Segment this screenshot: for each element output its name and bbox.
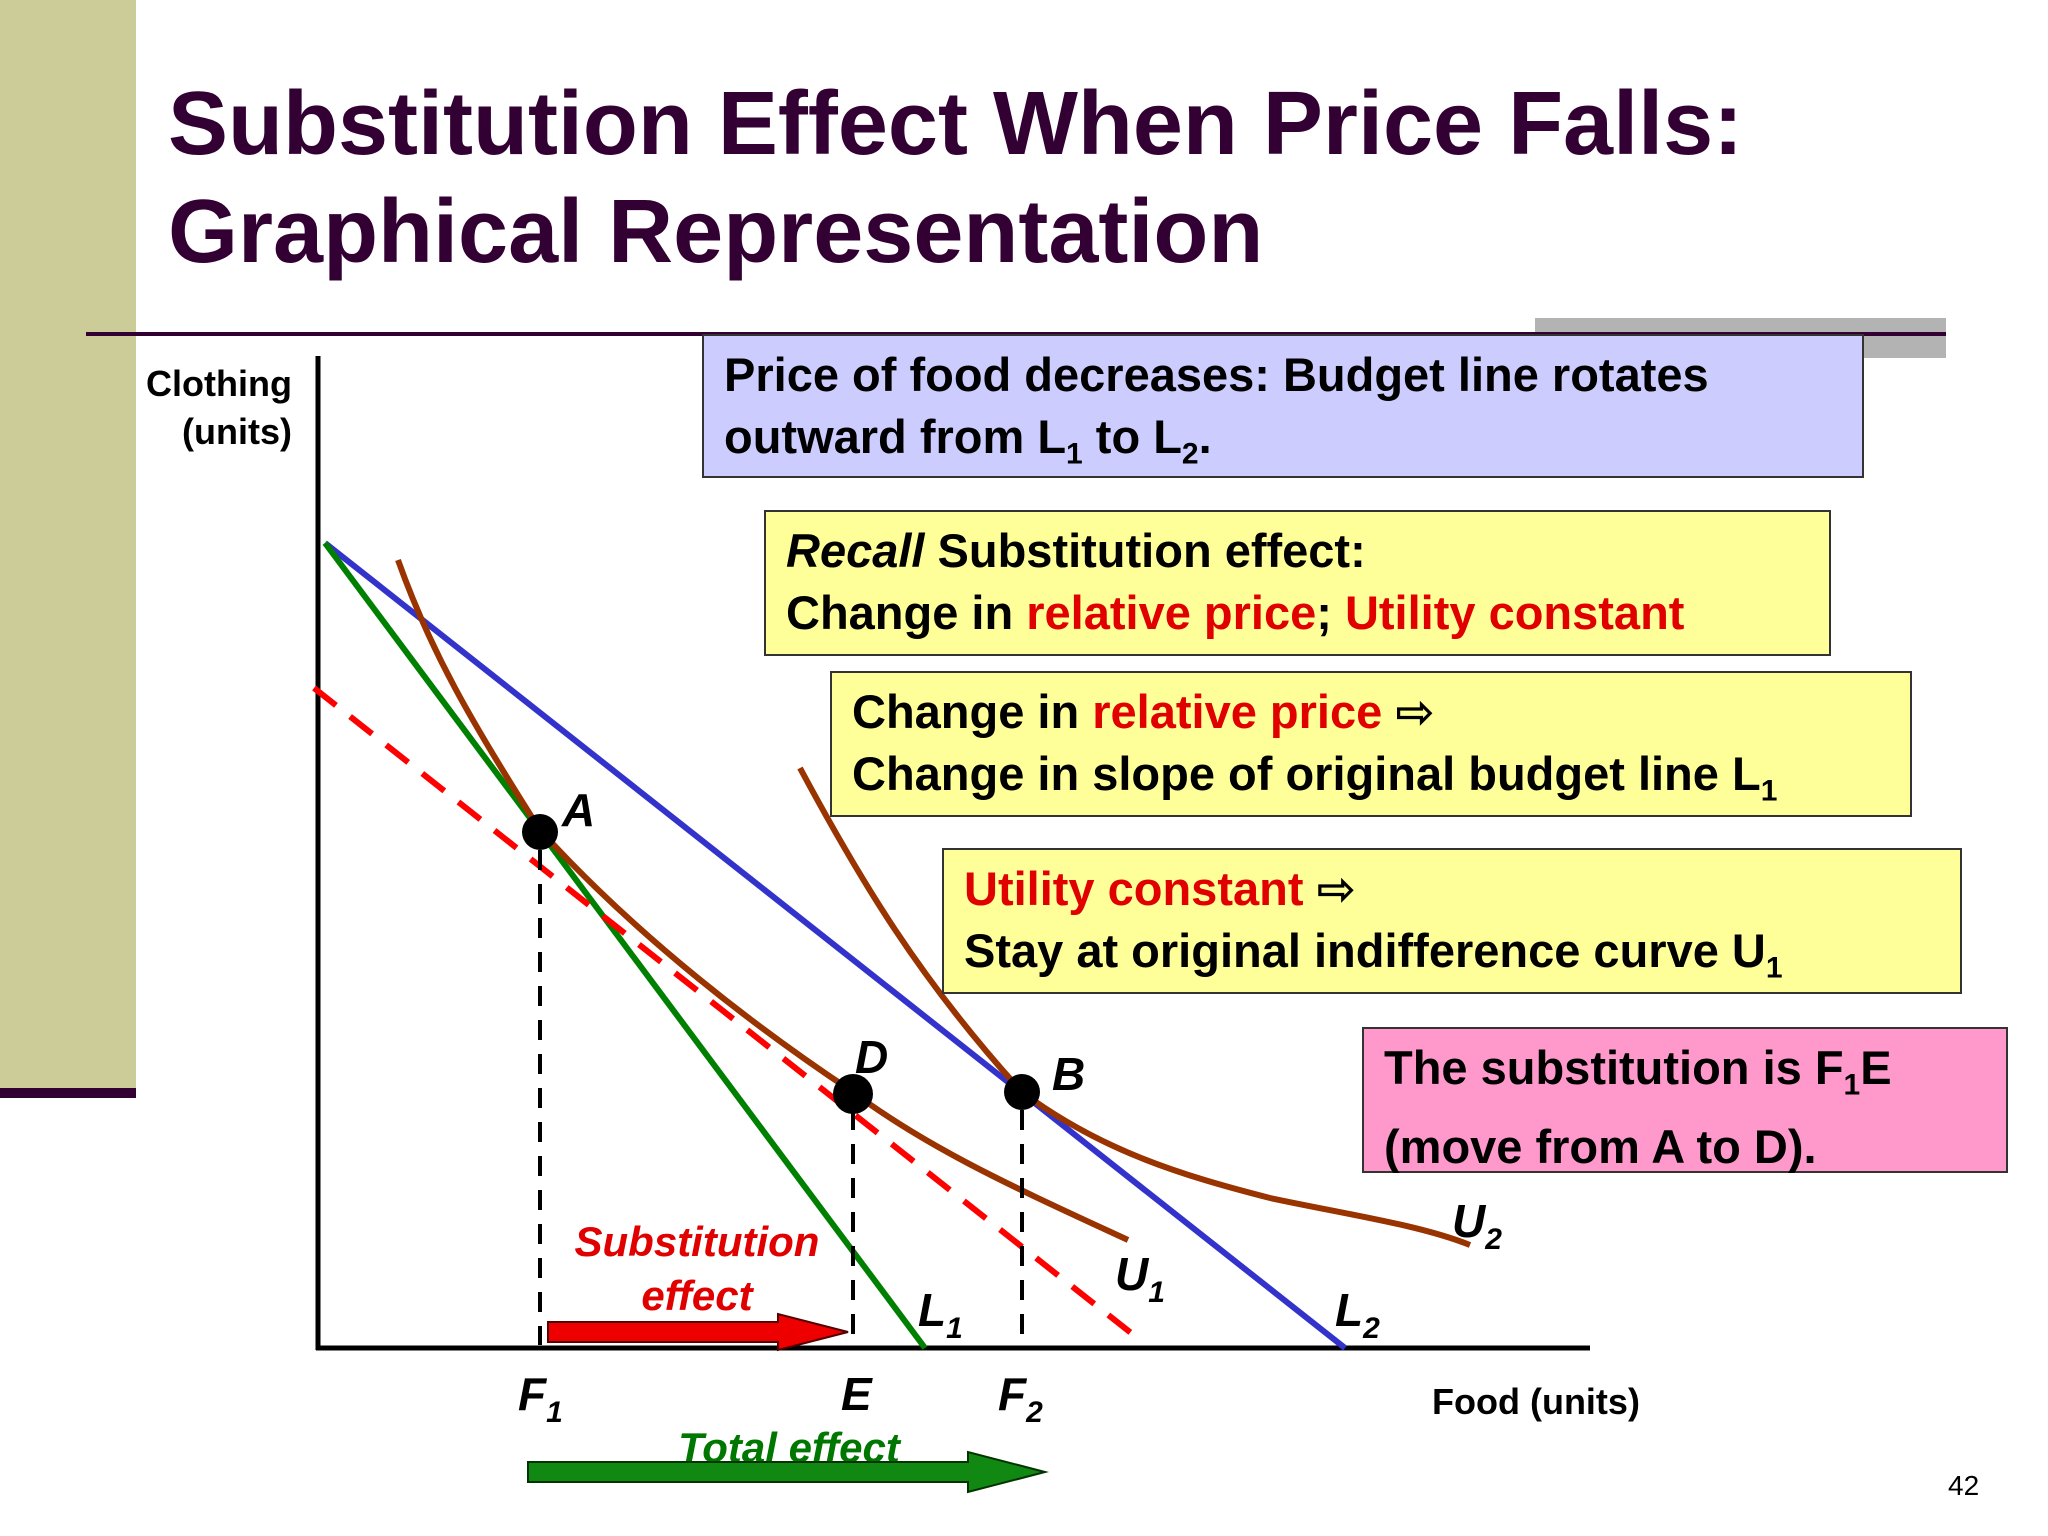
slide-title: Substitution Effect When Price Falls: Gr…: [168, 70, 1988, 286]
y-axis-label-line1: Clothing: [146, 363, 292, 404]
title-line-1: Substitution Effect When Price Falls:: [168, 74, 1744, 174]
relprice-line2: Change in slope of original budget line …: [852, 747, 1778, 808]
label-L2: L2: [1335, 1284, 1380, 1345]
relative-price-callout: Change in relative price ⇨ Change in slo…: [830, 671, 1912, 817]
indifference-curve-U1: [395, 558, 1130, 1243]
recall-line2: Change in relative price; Utility consta…: [786, 586, 1685, 639]
relprice-line1: Change in relative price ⇨: [852, 685, 1435, 738]
summary-line1: The substitution is F1E: [1384, 1041, 1892, 1102]
substitution-summary-callout: The substitution is F1E (move from A to …: [1362, 1027, 2008, 1173]
point-A-label: A: [561, 784, 595, 836]
substitution-effect-label-2: effect: [641, 1272, 754, 1319]
summary-line2: (move from A to D).: [1384, 1120, 1817, 1174]
budget-line-L1: [322, 541, 928, 1350]
label-L1: L1: [918, 1284, 963, 1345]
label-U2: U2: [1452, 1195, 1502, 1256]
title-line-2: Graphical Representation: [168, 182, 1264, 282]
point-A: [522, 814, 558, 850]
x-axis-label: Food (units): [1432, 1381, 1640, 1422]
tick-F1: F1: [518, 1368, 563, 1429]
utility-constant-callout: Utility constant ⇨ Stay at original indi…: [942, 848, 1962, 994]
substitution-effect-arrow: [547, 1312, 849, 1352]
point-B-label: B: [1052, 1048, 1085, 1100]
recall-line1: Recall Substitution effect:: [786, 524, 1366, 577]
tick-F2: F2: [998, 1368, 1043, 1429]
point-B: [1004, 1074, 1040, 1110]
utility-line1: Utility constant ⇨: [964, 862, 1356, 915]
recall-substitution-callout: Recall Substitution effect: Change in re…: [764, 510, 1831, 656]
total-effect-arrow: [527, 1450, 1049, 1494]
indifference-curve-U2: [797, 766, 1472, 1248]
dashed-budget-line: [312, 685, 1142, 1343]
budget-line-L2: [323, 540, 1347, 1351]
y-axis-label-line2: (units): [182, 411, 292, 452]
substitution-effect-label-1: Substitution: [575, 1218, 820, 1265]
page-number: 42: [1948, 1470, 1980, 1501]
price-callout-line2: outward from L1 to L2.: [724, 410, 1212, 471]
point-D: [833, 1074, 873, 1114]
tick-E: E: [841, 1368, 873, 1420]
sidebar-accent-bar: [0, 0, 136, 1088]
sidebar-bottom-rule: [0, 1088, 136, 1098]
price-callout-line1: Price of food decreases: Budget line rot…: [724, 348, 1709, 401]
label-U1: U1: [1115, 1248, 1165, 1309]
utility-line2: Stay at original indifference curve U1: [964, 924, 1783, 985]
price-decrease-callout: Price of food decreases: Budget line rot…: [702, 334, 1864, 478]
point-D-label: D: [855, 1031, 888, 1083]
